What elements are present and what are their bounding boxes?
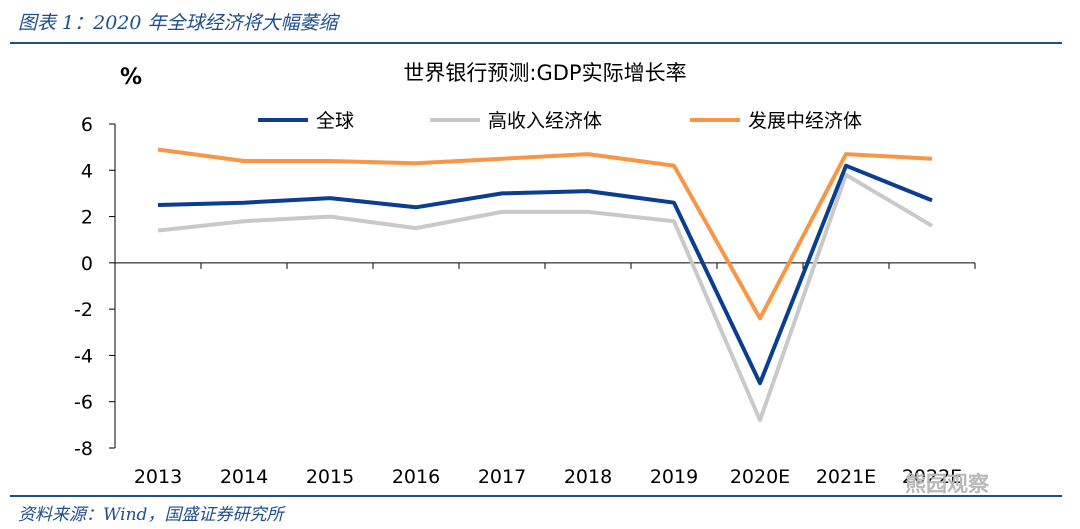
series-line-3: [157, 147, 933, 321]
y-tick-label: 0: [81, 253, 93, 275]
bottom-rule: [10, 495, 1062, 497]
legend-label-2: 高收入经济体: [488, 110, 602, 132]
y-axis-unit-label: %: [120, 65, 142, 90]
axes: 6 4 2 0 -2 -4 -6 -8 2013 2014 2015 2016 2017 2018 2019…: [74, 114, 976, 488]
x-tick-label: 2014: [220, 466, 268, 488]
figure-title: 图表 1：2020 年全球经济将大幅萎缩: [18, 12, 338, 34]
y-tick-label: 6: [81, 114, 93, 136]
top-rule: [10, 42, 1062, 44]
x-tick-label: 2017: [478, 466, 526, 488]
watermark: 熊园观察: [905, 472, 989, 496]
y-tick-label: -8: [74, 438, 93, 460]
x-tick-label: 2013: [134, 466, 182, 488]
chart-title: 世界银行预测:GDP实际增长率: [403, 61, 686, 85]
source-note: 资料来源：Wind，国盛证券研究所: [18, 505, 284, 525]
x-tick-label: 2019: [650, 466, 698, 488]
series-line-2: [157, 172, 934, 423]
legend-label-1: 全球: [316, 110, 354, 132]
x-tick-label: 2018: [564, 466, 612, 488]
x-tick-label: 2015: [306, 466, 354, 488]
y-tick-label: -2: [74, 299, 93, 321]
x-tick-label: 2016: [392, 466, 440, 488]
y-tick-label: 4: [81, 160, 93, 182]
y-tick-label: 2: [81, 207, 93, 229]
y-tick-label: -4: [74, 345, 93, 367]
legend: 全球 高收入经济体 发展中经济体: [258, 110, 862, 132]
series-lines: [157, 147, 934, 423]
x-tick-label: 2021E: [816, 466, 876, 488]
x-tick-label: 2020E: [730, 466, 790, 488]
legend-label-3: 发展中经济体: [748, 110, 862, 132]
y-tick-label: -6: [74, 392, 93, 414]
x-tick-label: 2022E: [902, 466, 962, 488]
series-line-1: [157, 163, 933, 386]
